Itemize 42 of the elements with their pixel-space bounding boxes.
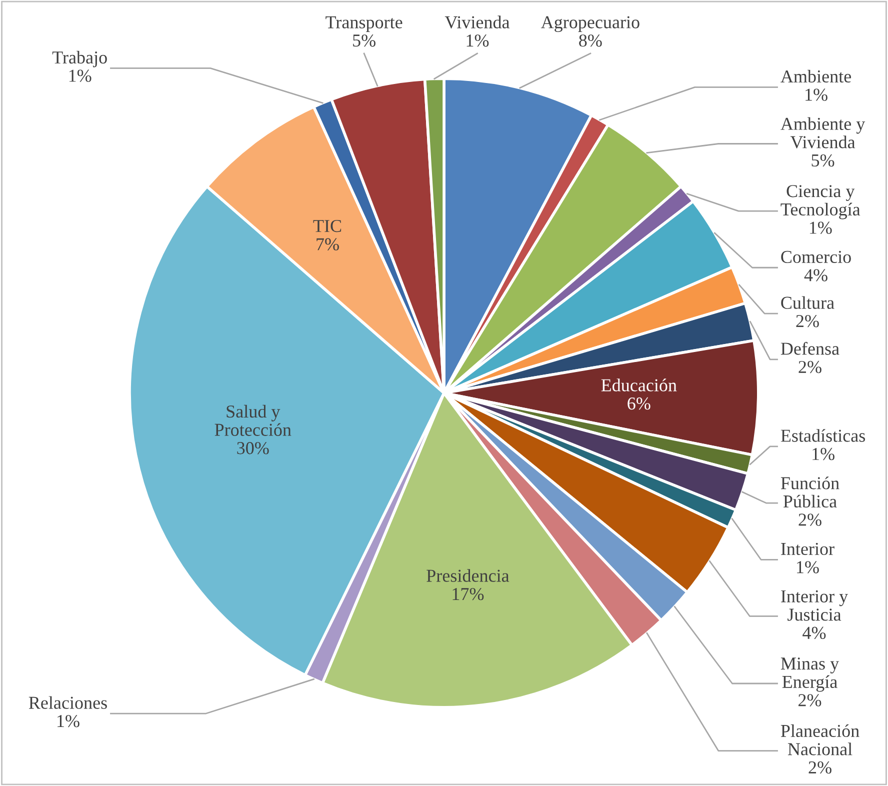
slice-label: Interior y Justicia bbox=[781, 590, 848, 621]
data-label: 30% bbox=[237, 442, 269, 454]
slice-label: Ambiente bbox=[780, 70, 851, 83]
slice-label: Transporte bbox=[326, 16, 402, 32]
data-label: 17% bbox=[452, 588, 484, 600]
slice-label: Interior bbox=[781, 542, 834, 556]
data-label: 1% bbox=[810, 222, 832, 234]
slice-label: Cultura bbox=[781, 296, 834, 309]
data-label: 1% bbox=[58, 714, 80, 728]
data-label: 8% bbox=[579, 34, 602, 47]
slice-label: Función Pública bbox=[780, 476, 840, 508]
data-label: 6% bbox=[628, 397, 650, 410]
data-label: 1% bbox=[812, 448, 834, 460]
data-label: 2% bbox=[796, 314, 819, 328]
slice-label: Vivienda bbox=[444, 16, 510, 28]
slice-label: Ciencia y Tecnología bbox=[780, 185, 860, 220]
data-label: 2% bbox=[798, 694, 822, 706]
slice-label: Trabajo bbox=[52, 50, 107, 68]
slice-label: Agropecuario bbox=[540, 16, 640, 32]
data-label: 7% bbox=[316, 238, 339, 250]
slice-label: Presidencia bbox=[426, 569, 510, 582]
slice-label: Minas y Energía bbox=[780, 658, 840, 692]
data-label: 2% bbox=[808, 761, 832, 774]
slice-label: TIC bbox=[313, 220, 342, 232]
data-label: 2% bbox=[798, 514, 822, 526]
data-label: 1% bbox=[69, 70, 92, 82]
data-label: 1% bbox=[466, 34, 489, 47]
data-label: 4% bbox=[804, 269, 828, 282]
data-label: 1% bbox=[797, 561, 819, 574]
data-label: 2% bbox=[798, 360, 822, 374]
slice-label: Relaciones bbox=[28, 696, 107, 709]
slice-label: Salud y Protección bbox=[214, 404, 292, 436]
slice-label: Estadísticas bbox=[780, 429, 865, 442]
slice-label: Defensa bbox=[780, 342, 840, 355]
slice-label: Comercio bbox=[781, 250, 851, 264]
data-label: 4% bbox=[802, 626, 826, 640]
data-label: 5% bbox=[353, 34, 376, 47]
slice-label: Planeación Nacional bbox=[780, 724, 860, 756]
slice-label: Ambiente y Vivienda bbox=[780, 117, 866, 148]
data-label: 1% bbox=[806, 88, 828, 101]
data-label: 5% bbox=[812, 154, 834, 167]
slice-label: Educación bbox=[601, 378, 677, 392]
